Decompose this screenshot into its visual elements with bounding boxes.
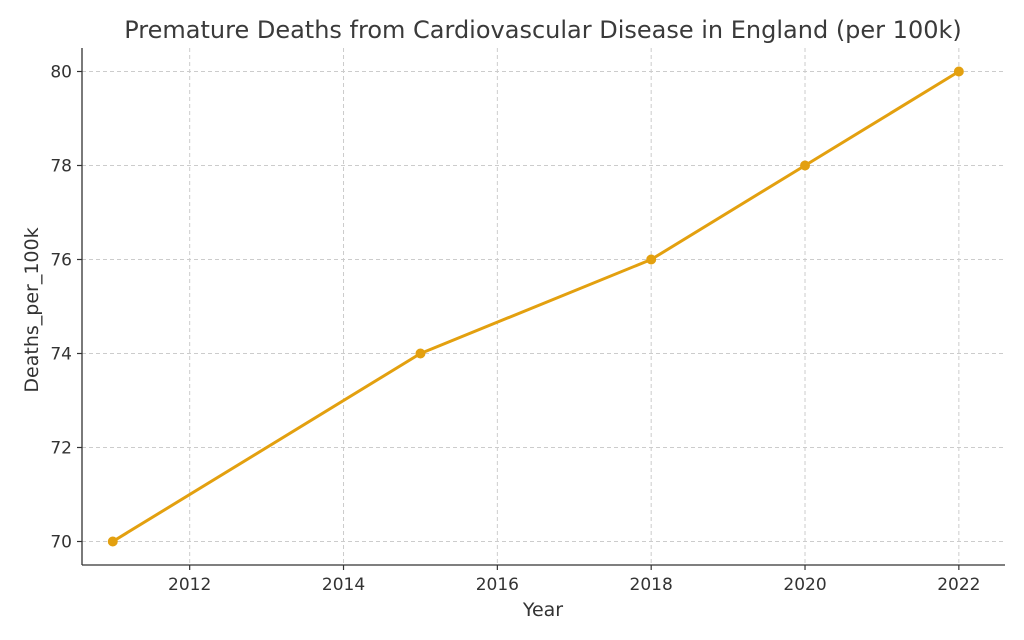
y-tick-label: 80 xyxy=(50,63,72,83)
x-axis-label: Year xyxy=(522,599,563,621)
x-tick-label: 2014 xyxy=(322,575,365,595)
x-tick-label: 2016 xyxy=(476,575,519,595)
series-line xyxy=(111,70,961,543)
grid xyxy=(82,48,1005,565)
y-axis-label: Deaths_per_100k xyxy=(21,227,43,392)
data-point xyxy=(415,348,426,359)
x-tick-label: 2018 xyxy=(630,575,673,595)
x-tick-label: 2012 xyxy=(168,575,211,595)
data-point xyxy=(107,536,118,547)
y-tick-label: 70 xyxy=(50,533,72,553)
ticks: 2012 2014 2016 2018 2020 2022 70 72 74 76 78 80 xyxy=(50,63,980,596)
y-tick-label: 74 xyxy=(50,345,72,365)
x-tick-label: 2020 xyxy=(783,575,826,595)
x-tick-label: 2022 xyxy=(937,575,980,595)
series xyxy=(107,66,964,547)
axes xyxy=(81,48,1005,566)
y-tick-label: 76 xyxy=(50,251,72,271)
y-tick-label: 78 xyxy=(50,157,72,177)
data-point xyxy=(953,66,964,77)
chart-title: Premature Deaths from Cardiovascular Dis… xyxy=(124,16,962,44)
data-point xyxy=(800,160,811,171)
y-tick-label: 72 xyxy=(50,439,72,459)
data-point xyxy=(646,254,657,265)
